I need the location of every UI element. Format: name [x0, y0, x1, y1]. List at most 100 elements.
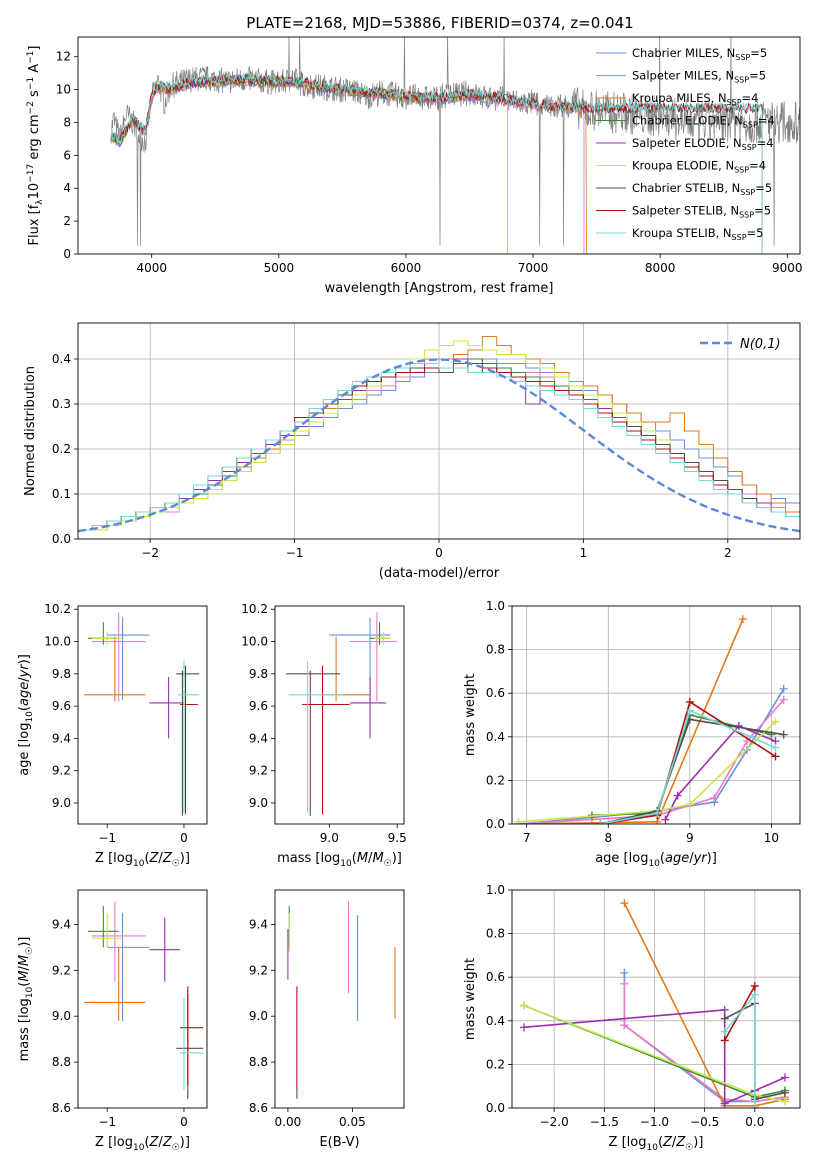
y-axis-label-part: (	[17, 706, 32, 711]
x-axis-label-part: E(B-V)	[319, 1135, 359, 1150]
y-axis-label: Flux [fλ10−17 erg cm−2 s−1 A−1]	[26, 46, 45, 246]
axes-frame	[511, 605, 801, 825]
y-tick-label: 9.2	[52, 963, 71, 977]
x-axis-label: age [log10(age/yr)]	[595, 851, 717, 869]
weight-marker	[673, 791, 682, 800]
weight-marker	[779, 684, 788, 693]
panel-mass-vs-ebv: 0.00 0.05 8.6 8.8 9.0 9.2 9.4 E(B-V)	[249, 889, 405, 1150]
y-axis-label-part: age [log	[17, 723, 32, 776]
weight-marker	[750, 990, 759, 999]
gaussian-curve	[78, 358, 800, 533]
x-axis-label-part: (	[352, 851, 357, 866]
legend-name: Chabrier MILES, N	[632, 46, 735, 60]
x-axis-label: Z [log10(Z/Z☉)]	[95, 1135, 190, 1153]
x-tick-label: 1	[580, 546, 588, 560]
axes-frame	[274, 605, 405, 825]
x-axis-label-part: ☉	[685, 1143, 693, 1153]
weight-marker	[720, 1036, 729, 1045]
x-axis-label-part: /	[689, 851, 694, 866]
legend-sub: SSP	[742, 143, 757, 152]
y-axis-label-part: ☉	[25, 947, 35, 955]
plot-area	[78, 323, 800, 539]
y-tick-label: 4	[63, 181, 71, 195]
x-axis-label-part: M	[357, 851, 368, 866]
axes-frame	[511, 889, 801, 1109]
weight-marker	[661, 815, 670, 824]
y-axis-label-part: 10	[25, 711, 35, 723]
x-tick-label: −1	[98, 1115, 116, 1129]
axes-frame	[274, 889, 405, 1109]
legend-sub: SSP	[732, 233, 747, 242]
x-tick-label: 0.0	[745, 1115, 764, 1129]
weight-marker	[780, 1073, 789, 1082]
y-tick-label: 1.0	[486, 883, 505, 897]
y-tick-label: 10.0	[44, 635, 71, 649]
y-tick-label: 0.0	[486, 817, 505, 831]
y-tick-label: 8.8	[52, 1055, 71, 1069]
y-axis-label-part: yr	[17, 663, 32, 679]
weight-marker	[771, 752, 780, 761]
weight-marker	[514, 817, 523, 824]
y-tick-label: 0.8	[486, 927, 505, 941]
x-tick-label: 4000	[136, 261, 167, 275]
x-axis-label-part: 10	[133, 859, 145, 869]
legend-count: =4	[749, 159, 766, 173]
weight-marker	[779, 730, 788, 739]
weight-marker	[596, 820, 605, 824]
legend-name: Salpeter ELODIE, N	[632, 136, 742, 150]
legend-sub: SSP	[734, 76, 749, 85]
x-axis-label-part: (	[144, 851, 149, 866]
y-tick-label: 9.0	[52, 796, 71, 810]
x-axis-label-part: /	[158, 851, 163, 866]
weight-marker	[750, 1104, 759, 1108]
y-tick-label: 0.0	[486, 1101, 505, 1115]
y-tick-label: 0.6	[486, 686, 505, 700]
y-tick-label: 0.2	[486, 1057, 505, 1071]
gaussian-legend-label: N(0,1)	[740, 337, 781, 352]
weight-marker	[720, 1099, 729, 1108]
y-tick-label: 9.6	[52, 699, 71, 713]
y-axis-label: mass [log10(M/M☉)]	[17, 937, 35, 1062]
y-tick-label: 9.4	[249, 731, 268, 745]
x-tick-label: 0.05	[339, 1115, 366, 1129]
x-tick-label: 0	[435, 546, 443, 560]
legend-entry: Kroupa MILES, NSSP=4	[632, 91, 758, 107]
x-axis-label-part: Z	[662, 1135, 673, 1150]
legend-entry: Kroupa ELODIE, NSSP=4	[632, 159, 766, 175]
x-tick-label: −1	[286, 546, 304, 560]
legend-entry: Chabrier STELIB, NSSP=5	[632, 181, 772, 197]
weight-line-kroupa-elodie	[518, 720, 777, 823]
y-tick-label: 9.4	[52, 731, 71, 745]
x-axis-label-part: 10	[648, 859, 660, 869]
x-tick-label: 2	[724, 546, 732, 560]
x-axis-label: Z [log10(Z/Z☉)]	[95, 851, 190, 869]
y-tick-label: 9.8	[52, 667, 71, 681]
legend-name: Kroupa ELODIE, N	[632, 159, 734, 173]
y-axis-label-part: (	[17, 982, 32, 987]
x-tick-label: −2	[141, 546, 159, 560]
x-axis-label: mass [log10(M/M☉)]	[277, 851, 402, 869]
weight-marker	[734, 721, 743, 730]
y-tick-label: 8.8	[249, 1055, 268, 1069]
x-axis-label-part: age [log	[595, 851, 648, 866]
x-tick-label: −0.5	[690, 1115, 719, 1129]
weight-marker	[771, 743, 780, 752]
x-axis-label-part: Z	[149, 1135, 160, 1150]
weight-line-salpeter-miles	[518, 699, 785, 824]
axes-frame	[77, 889, 208, 1109]
figure-title: PLATE=2168, MJD=53886, FIBERID=0374, z=0…	[246, 14, 633, 32]
y-tick-label: 0.4	[52, 352, 71, 366]
y-tick-label: 10.2	[241, 602, 268, 616]
y-axis-label-part: −2	[26, 101, 36, 114]
legend-entry: Salpeter ELODIE, NSSP=4	[632, 136, 774, 152]
legend-entry: Salpeter STELIB, NSSP=5	[632, 204, 771, 220]
x-axis-label: E(B-V)	[319, 1135, 359, 1150]
weight-marker	[720, 1027, 729, 1036]
axes-frame	[77, 36, 801, 255]
y-axis-label-part: mass [log	[17, 998, 32, 1061]
x-axis-label-part: ☉	[384, 859, 392, 869]
y-axis-label-part: Flux [f	[27, 204, 42, 245]
x-axis-label-part: 10	[340, 859, 352, 869]
x-tick-label: −1.0	[640, 1115, 669, 1129]
